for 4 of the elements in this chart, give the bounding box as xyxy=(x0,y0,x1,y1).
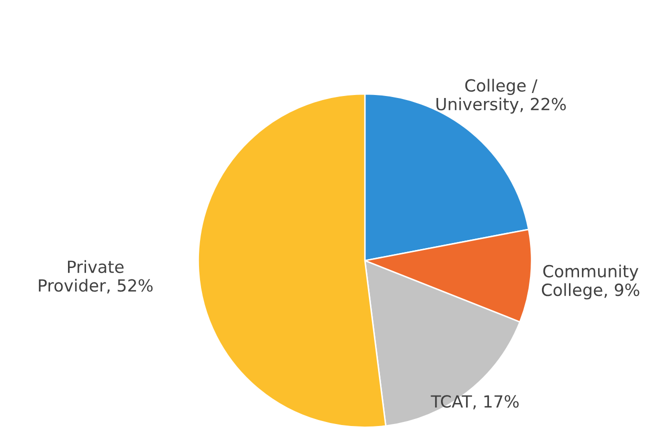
slice-label: Private Provider, 52% xyxy=(38,260,153,294)
slice-label: College / University, 22% xyxy=(436,78,566,114)
slice-label: Community College, 9% xyxy=(542,264,640,300)
slice-label: TCAT, 17% xyxy=(430,395,519,410)
